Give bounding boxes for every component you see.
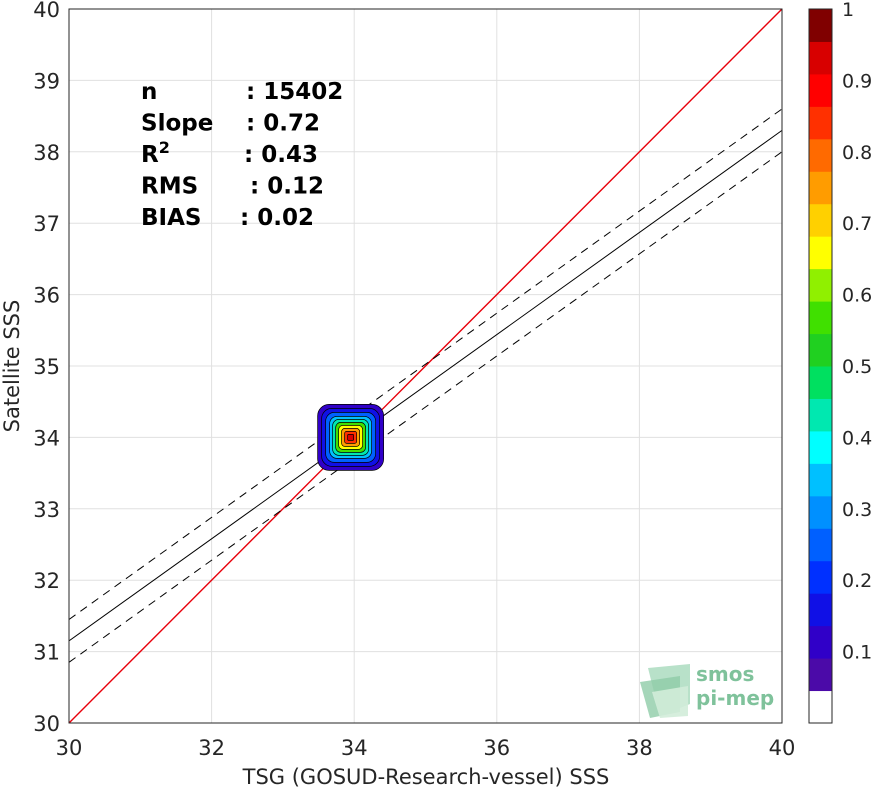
y-tick-label: 37 (33, 212, 60, 236)
colorbar-segment (809, 690, 832, 724)
colorbar-segment (809, 430, 832, 464)
fit-line (68, 129, 783, 642)
colorbar: 0.1 0.2 0.3 0.4 0.5 0.6 0.7 0.8 0.9 1 (808, 0, 872, 724)
x-tick-label: 30 (56, 736, 83, 760)
colorbar-segment (809, 73, 832, 107)
stat-value: : 15402 (246, 79, 343, 105)
x-tick-label: 38 (626, 736, 653, 760)
colorbar-segment (809, 268, 832, 302)
colorbar-segment (809, 41, 832, 75)
colorbar-segment (809, 593, 832, 627)
colorbar-tick-label: 0.7 (842, 213, 872, 235)
colorbar-segment (809, 333, 832, 367)
x-tick-label: 32 (198, 736, 225, 760)
statistics-box: n : 15402 Slope : 0.72 R2 : 0.43 RMS : 0.12 BIAS… (141, 79, 343, 231)
y-tick-label: 31 (33, 641, 60, 665)
colorbar-tick-label: 0.2 (842, 570, 872, 592)
colorbar-tick-label: 0.6 (842, 285, 872, 307)
stat-name: R2 (141, 138, 170, 168)
y-tick-label: 39 (33, 69, 60, 93)
colorbar-segment (809, 495, 832, 529)
colorbar-segment (809, 560, 832, 594)
y-tick-label: 32 (33, 569, 60, 593)
density-contour (347, 434, 354, 441)
colorbar-tick-label: 0.5 (842, 356, 872, 378)
colorbar-tick-label: 0.3 (842, 499, 872, 521)
stat-value: : 0.12 (250, 174, 324, 200)
regression-lines (68, 8, 783, 724)
stat-value: : 0.02 (240, 205, 314, 231)
stat-value: : 0.43 (244, 142, 318, 168)
logo-mark-icon (640, 664, 690, 718)
colorbar-segment (809, 366, 832, 399)
x-tick-label: 36 (483, 736, 510, 760)
colorbar-segment (809, 171, 832, 205)
colorbar-segment (809, 106, 832, 140)
y-tick-label: 30 (33, 712, 60, 736)
colorbar-tick-label: 0.4 (842, 427, 872, 449)
y-tick-labels: 30 31 32 33 34 35 36 37 38 39 40 (33, 0, 60, 736)
colorbar-tick-label: 0.8 (842, 142, 872, 164)
logo-line-1: smos (696, 662, 754, 686)
smos-pi-mep-logo: smos pi-mep (640, 662, 774, 718)
colorbar-segment (809, 625, 832, 659)
y-tick-label: 36 (33, 284, 60, 308)
y-tick-label: 35 (33, 355, 60, 379)
colorbar-tick-label: 0.1 (842, 642, 872, 664)
x-tick-labels: 30 32 34 36 38 40 (56, 736, 796, 760)
colorbar-segment (809, 138, 832, 172)
x-tick-label: 34 (341, 736, 368, 760)
x-tick-label: 40 (769, 736, 796, 760)
y-tick-label: 38 (33, 141, 60, 165)
y-tick-label: 40 (33, 0, 60, 22)
stat-name: n (141, 79, 157, 105)
colorbar-segment (809, 236, 832, 270)
colorbar-segment (809, 398, 832, 432)
plot-frame (68, 8, 783, 724)
stat-name: RMS (141, 174, 198, 200)
colorbar-segment (809, 9, 832, 42)
y-tick-label: 34 (33, 426, 60, 450)
logo-line-2: pi-mep (696, 686, 774, 710)
colorbar-segment (809, 301, 832, 335)
colorbar-segment (809, 528, 832, 562)
y-tick-label: 33 (33, 498, 60, 522)
one-to-one-line (68, 8, 783, 724)
colorbar-tick-label: 0.9 (842, 70, 872, 92)
stat-value: : 0.72 (246, 111, 320, 137)
stat-name: Slope (141, 111, 213, 137)
colorbar-frame (808, 8, 833, 724)
colorbar-segment (809, 463, 832, 497)
colorbar-tick-label: 1 (842, 0, 854, 21)
colorbar-segment (809, 203, 832, 237)
x-axis-label: TSG (GOSUD-Research-vessel) SSS (242, 765, 610, 789)
stat-name: BIAS (141, 205, 201, 231)
fit-bound-dashed-line (68, 151, 783, 663)
colorbar-segment (809, 658, 832, 692)
density-contours (317, 404, 384, 471)
y-axis-label: Satellite SSS (0, 300, 24, 433)
fit-bound-dashed-line (68, 108, 783, 620)
